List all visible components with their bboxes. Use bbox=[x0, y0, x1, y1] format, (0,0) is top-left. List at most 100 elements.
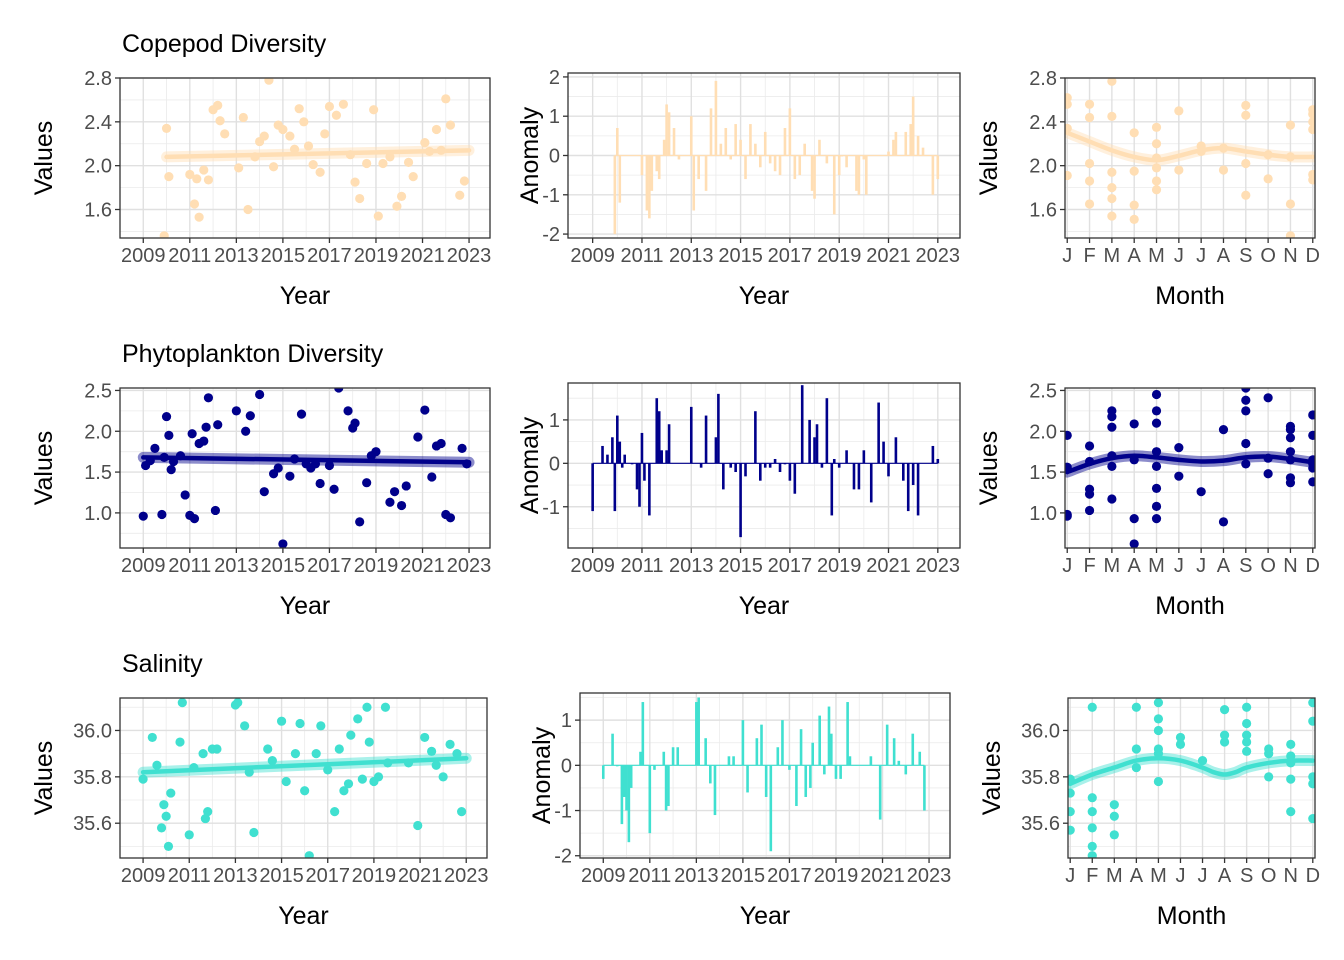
data-layer bbox=[159, 78, 475, 238]
data-point bbox=[1087, 823, 1097, 833]
anomaly-bar bbox=[640, 155, 644, 176]
data-point bbox=[385, 152, 395, 162]
data-point bbox=[1084, 99, 1095, 109]
anomaly-bar bbox=[639, 751, 642, 766]
data-point bbox=[380, 702, 391, 712]
x-tick-label: 2017 bbox=[305, 865, 350, 887]
data-point bbox=[1087, 807, 1097, 817]
data-point bbox=[413, 432, 423, 442]
data-point bbox=[420, 732, 430, 743]
anomaly-bar bbox=[648, 463, 651, 516]
anomaly-bar bbox=[810, 155, 814, 191]
anomaly-bar bbox=[834, 765, 838, 779]
anomaly-bar bbox=[848, 756, 852, 766]
data-point bbox=[396, 500, 407, 511]
x-tick-label: M bbox=[1104, 555, 1121, 577]
anomaly-bar bbox=[852, 463, 856, 490]
x-tick-label: M bbox=[1106, 865, 1123, 887]
x-tick-label: J bbox=[1174, 555, 1184, 577]
data-point bbox=[1242, 730, 1252, 740]
x-tick-label: 2011 bbox=[168, 865, 211, 887]
panel-5: 2009 2011 2013 2015 2017 2019 2021 2023 -1 0 1 Year… bbox=[516, 382, 961, 620]
data-point bbox=[156, 823, 167, 833]
panel-7: Salinity 2009 2011 2013 2015 2017 2019 2021 2023… bbox=[30, 650, 488, 930]
data-point bbox=[152, 760, 162, 770]
anomaly-bar bbox=[764, 765, 768, 797]
y-tick-label: 1.0 bbox=[1029, 503, 1057, 525]
anomaly-bar bbox=[643, 463, 646, 481]
anomaly-bar bbox=[616, 128, 619, 156]
anomaly-bar bbox=[798, 155, 802, 176]
anomaly-bar bbox=[732, 756, 735, 766]
x-axis-title: Year bbox=[278, 902, 329, 930]
anomaly-bar bbox=[611, 437, 614, 464]
data-point bbox=[290, 749, 301, 759]
x-tick-label: 2015 bbox=[721, 865, 766, 887]
anomaly-bar bbox=[823, 765, 826, 775]
data-point bbox=[355, 193, 365, 204]
anomaly-bar bbox=[653, 765, 656, 770]
data-point bbox=[346, 730, 356, 740]
x-tick-label: J bbox=[1062, 245, 1072, 267]
data-point bbox=[1197, 756, 1208, 766]
anomaly-bar bbox=[660, 450, 663, 464]
y-tick-label: 2.4 bbox=[84, 112, 112, 134]
x-tick-label: A bbox=[1217, 555, 1231, 577]
anomaly-bar bbox=[667, 765, 670, 807]
data-point bbox=[1153, 776, 1164, 787]
data-point bbox=[445, 739, 455, 749]
data-point bbox=[355, 517, 365, 527]
data-point bbox=[1241, 158, 1251, 169]
x-tick-label: A bbox=[1217, 245, 1231, 267]
x-tick-label: 2023 bbox=[916, 245, 961, 267]
y-tick-label: 36.0 bbox=[1021, 720, 1060, 742]
anomaly-bar bbox=[760, 724, 763, 766]
data-point bbox=[362, 478, 372, 488]
data-point bbox=[1107, 78, 1117, 86]
data-point bbox=[1087, 793, 1097, 803]
panel-border bbox=[579, 692, 951, 859]
data-point bbox=[210, 505, 221, 516]
anomaly-bar bbox=[618, 441, 622, 464]
x-axis-title: Year bbox=[739, 282, 790, 310]
anomaly-bar bbox=[655, 155, 659, 172]
anomaly-bar bbox=[827, 706, 831, 766]
data-point bbox=[1084, 176, 1095, 186]
x-tick-label: A bbox=[1128, 555, 1142, 577]
data-point bbox=[441, 94, 451, 104]
anomaly-bar bbox=[892, 139, 895, 156]
anomaly-bar bbox=[657, 411, 661, 464]
x-tick-label: 2011 bbox=[168, 555, 211, 577]
data-point bbox=[1308, 430, 1315, 440]
x-tick-label: N bbox=[1283, 245, 1297, 267]
x-tick-label: 2023 bbox=[444, 865, 489, 887]
anomaly-bar bbox=[936, 155, 940, 180]
data-point bbox=[343, 779, 354, 789]
data-point bbox=[362, 702, 372, 712]
anomaly-bar bbox=[832, 458, 836, 464]
data-point bbox=[1241, 388, 1251, 393]
anomaly-bar bbox=[613, 463, 617, 512]
anomaly-bar bbox=[809, 765, 812, 788]
data-point bbox=[1107, 182, 1117, 193]
y-tick-label: 1 bbox=[549, 106, 560, 128]
data-point bbox=[324, 101, 335, 112]
data-point bbox=[350, 418, 360, 428]
data-point bbox=[1151, 139, 1162, 149]
x-tick-label: A bbox=[1218, 865, 1232, 887]
data-point bbox=[1107, 111, 1117, 121]
x-tick-label: 2019 bbox=[354, 555, 399, 577]
data-point bbox=[1175, 739, 1186, 749]
x-tick-label: 2017 bbox=[307, 245, 352, 267]
data-point bbox=[1107, 167, 1117, 177]
panel-border bbox=[119, 387, 491, 549]
data-point bbox=[1151, 483, 1162, 494]
data-point bbox=[1151, 501, 1162, 511]
data-point bbox=[166, 465, 176, 475]
x-tick-label: 2011 bbox=[168, 245, 211, 267]
data-point bbox=[1286, 807, 1296, 817]
x-tick-label: 2015 bbox=[259, 865, 304, 887]
anomaly-bar bbox=[857, 463, 861, 490]
